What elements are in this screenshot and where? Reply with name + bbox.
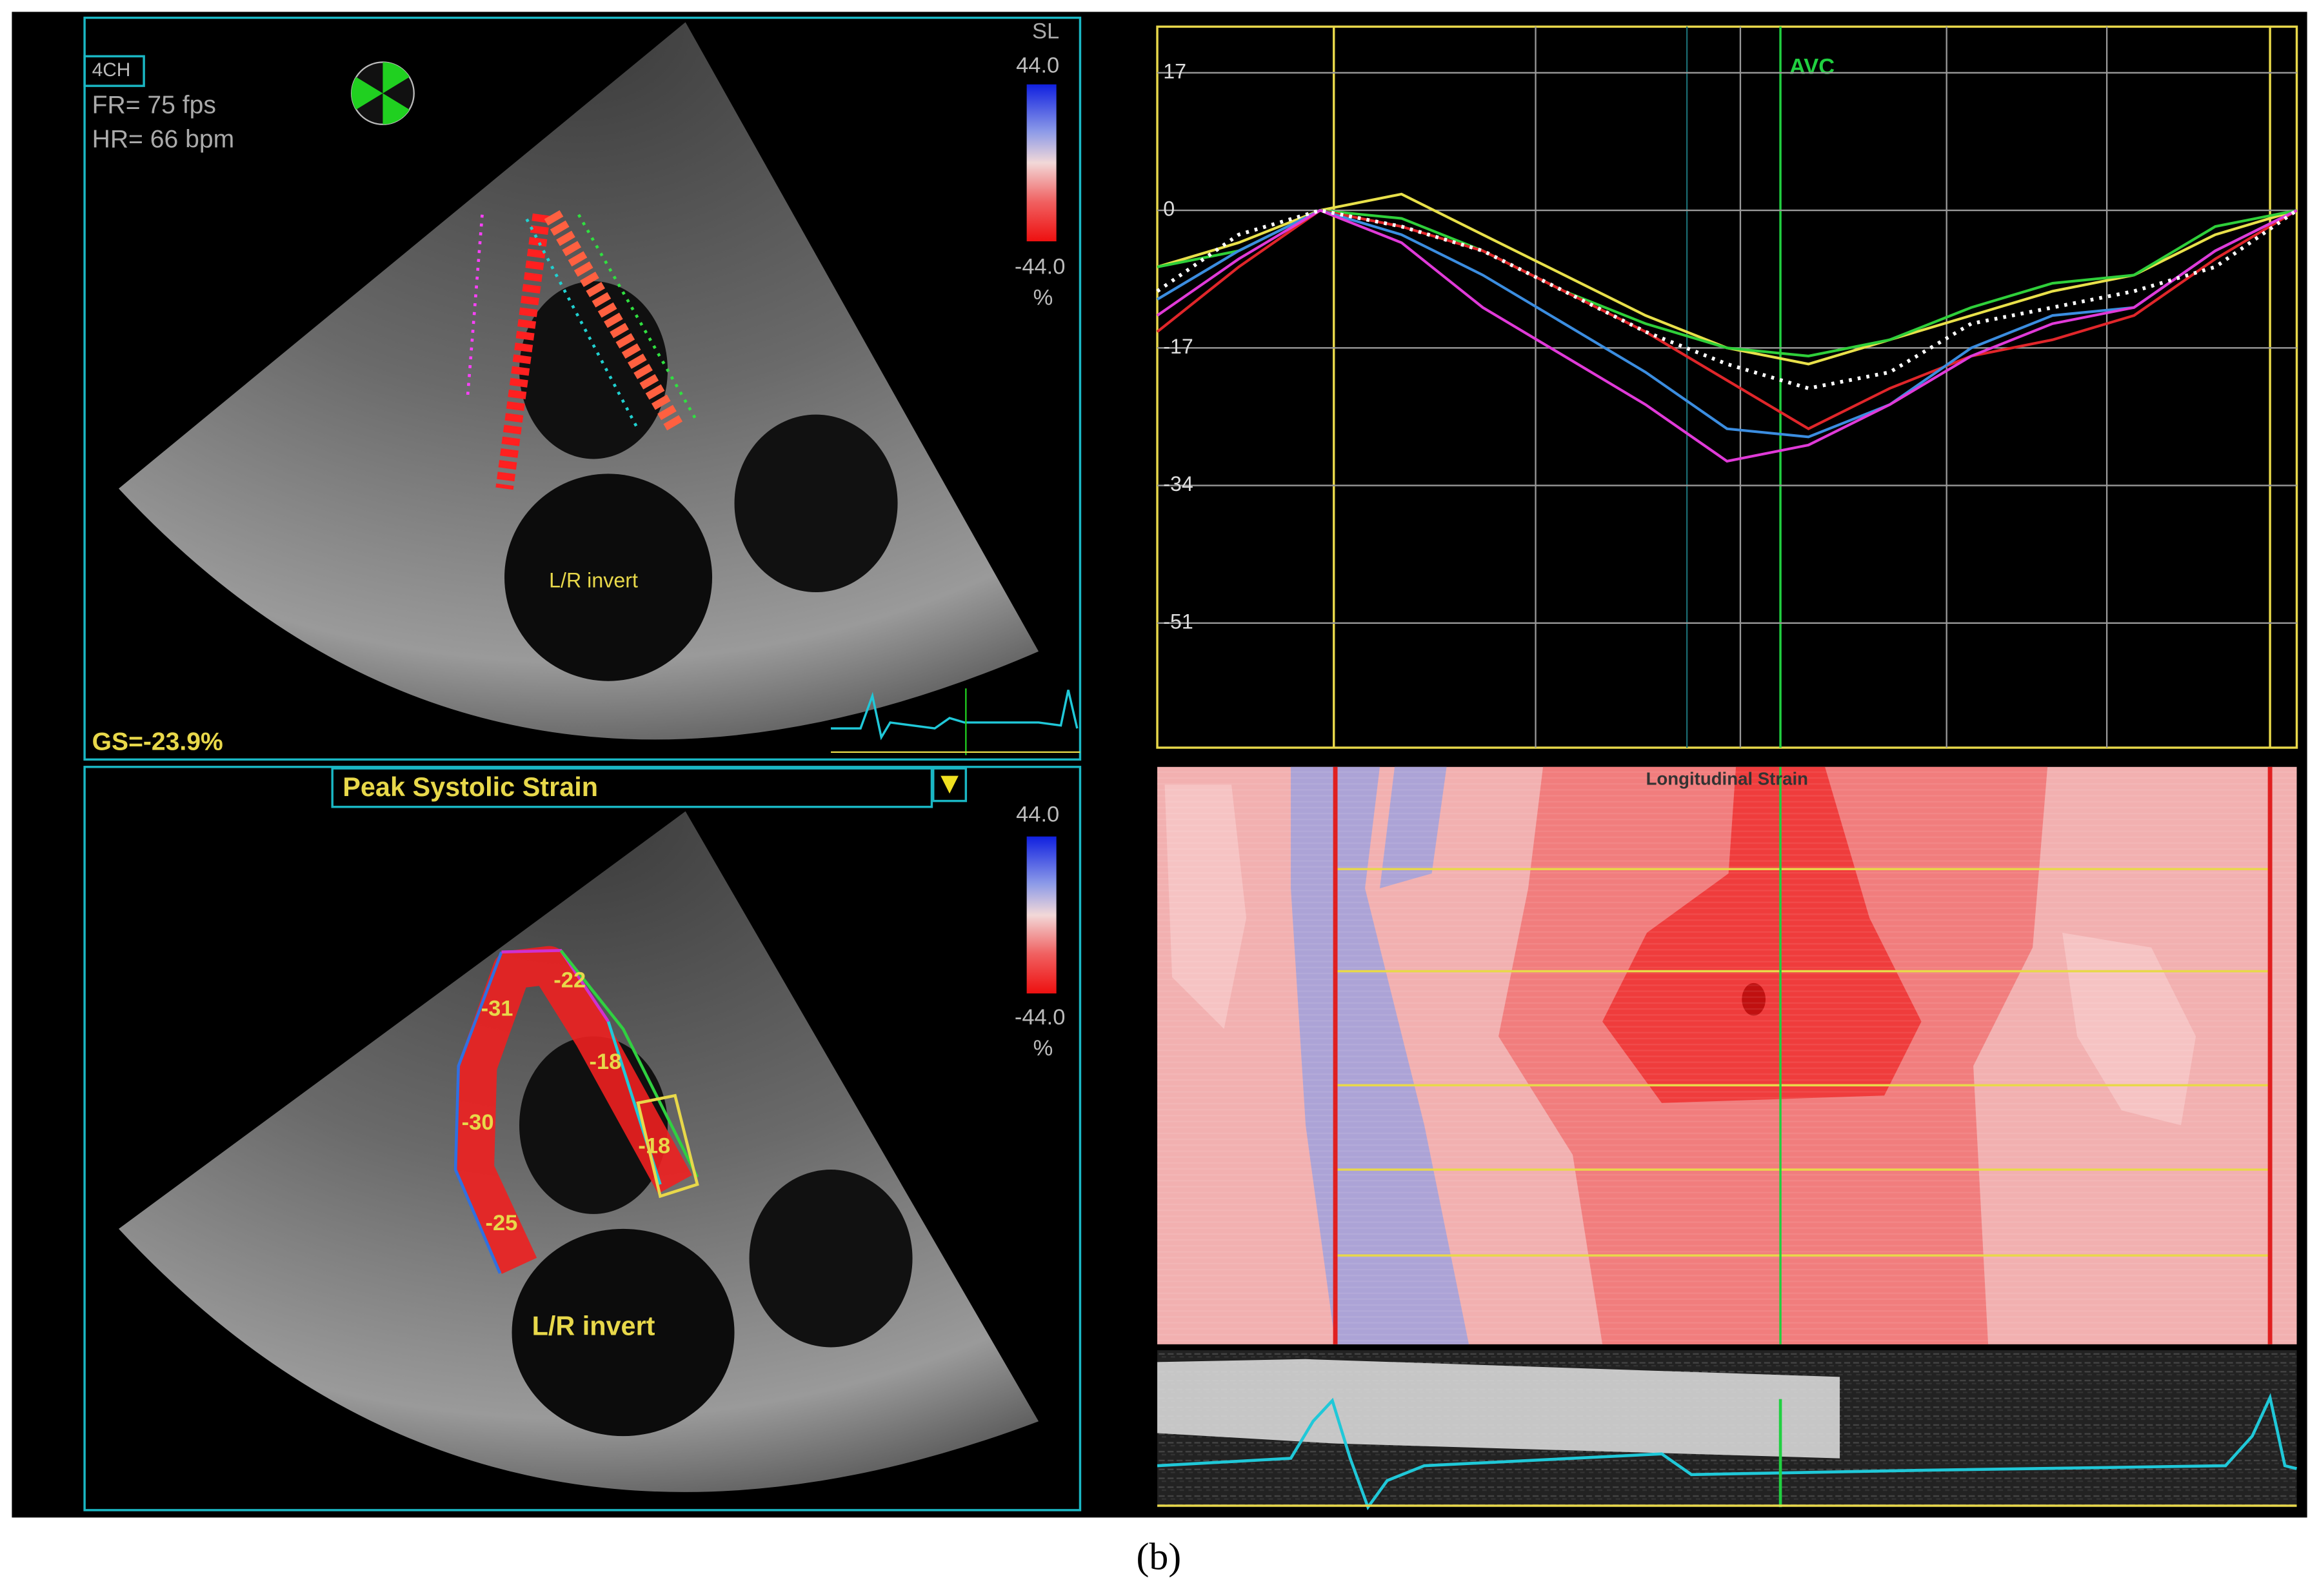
segment-icon-fill — [351, 62, 410, 125]
heatmap-title: Longitudinal Strain — [1646, 769, 1808, 789]
segment-value: -18 — [590, 1050, 622, 1074]
y-tick-label: 0 — [1163, 197, 1175, 221]
ecg-trace — [1157, 1393, 2298, 1511]
y-tick-label: -17 — [1163, 335, 1193, 358]
y-tick-label: -51 — [1163, 610, 1193, 633]
panel-border — [83, 16, 1082, 761]
chamber — [519, 281, 668, 459]
strain-curve — [1156, 208, 2298, 439]
tracking-wall — [495, 213, 551, 490]
scale-title: SL — [1032, 19, 1059, 44]
segment-value: -30 — [462, 1110, 494, 1135]
strain-curve — [1156, 208, 2298, 430]
strip-structure — [1157, 1359, 1840, 1459]
ecg-trace — [831, 690, 1079, 741]
echo-view-top: 4CH FR= 75 fps HR= 66 bpm SL 44.0 -44.0 … — [83, 16, 1082, 761]
avc-label: AVC — [1789, 55, 1835, 79]
global-strain: GS=-23.9% — [92, 728, 223, 755]
segment-outline — [453, 951, 503, 1274]
y-tick-label: -34 — [1163, 472, 1193, 495]
tracking-wall — [544, 210, 683, 431]
chamber — [734, 414, 898, 592]
mmode-strip — [1157, 1350, 2298, 1511]
orientation-label: L/R invert — [532, 1312, 655, 1341]
chamber — [749, 1170, 913, 1348]
view-box — [83, 55, 145, 87]
scale-unit: % — [1033, 286, 1053, 310]
strain-curve — [1156, 208, 2298, 463]
segment-outline — [636, 1093, 699, 1199]
view-label: 4CH — [92, 59, 131, 81]
scale-min: -44.0 — [1015, 255, 1066, 279]
y-tick-label: 17 — [1163, 59, 1186, 83]
segment-value: -25 — [485, 1211, 517, 1235]
segment-value: -31 — [481, 996, 513, 1021]
segment-boundaries — [1335, 868, 2271, 1257]
segment-outline — [559, 949, 699, 1178]
segment-value: -18 — [638, 1134, 670, 1159]
frame-rate: FR= 75 fps — [92, 92, 216, 119]
shape: -31 -22 -18 -30 -18 -25 — [462, 968, 671, 1235]
color-bar — [1026, 84, 1057, 242]
tracking-line — [525, 218, 640, 430]
scale-max: 44.0 — [1016, 53, 1059, 77]
strain-band — [455, 946, 692, 1274]
dropdown-arrow[interactable] — [941, 775, 959, 794]
scale-unit: % — [1033, 1036, 1053, 1061]
strain-heatmap: Longitudinal Strain — [1157, 766, 2297, 1344]
strain-curve — [1157, 209, 2297, 358]
strain-plot: AVC 17 0 -17 -34 -51 — [1156, 25, 2298, 749]
heart-rate: HR= 66 bpm — [92, 125, 235, 153]
segment-value: -22 — [553, 968, 586, 993]
mode-label: Peak Systolic Strain — [343, 772, 598, 802]
panel-border — [83, 766, 1082, 1511]
scale-min: -44.0 — [1015, 1005, 1066, 1030]
color-bar — [1026, 836, 1057, 993]
heatmap-texture — [1157, 766, 2297, 1344]
scale-max: 44.0 — [1016, 803, 1059, 827]
dropdown-button[interactable] — [932, 767, 968, 803]
plot-frame — [1156, 25, 2298, 749]
caption: (b) — [1136, 1535, 1181, 1578]
echo-view-bottom: Peak Systolic Strain 44.0 -44.0 % -31 -2… — [83, 766, 1082, 1511]
orientation-label: L/R invert — [549, 568, 638, 592]
mode-selector — [331, 767, 933, 808]
chamber — [504, 474, 713, 681]
chamber — [512, 1228, 735, 1437]
